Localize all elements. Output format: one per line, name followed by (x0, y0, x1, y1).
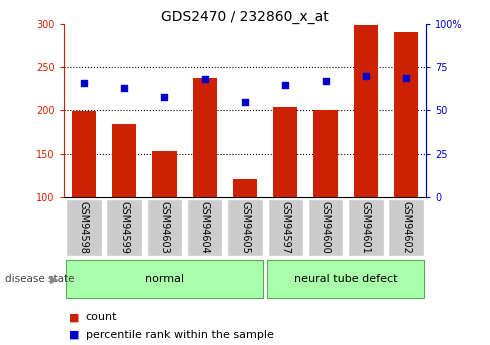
Point (80, 80, 88, 86)
Bar (233, 179, 257, 197)
Bar (354, 25, 378, 197)
Bar (193, 79, 217, 197)
Text: GSM94599: GSM94599 (119, 201, 129, 254)
Text: percentile rank within the sample: percentile rank within the sample (86, 330, 273, 339)
FancyBboxPatch shape (66, 260, 263, 298)
FancyBboxPatch shape (187, 199, 222, 256)
Text: GSM94604: GSM94604 (200, 201, 210, 254)
Bar (394, 32, 418, 197)
Text: GSM94600: GSM94600 (320, 201, 331, 254)
FancyBboxPatch shape (66, 199, 101, 256)
FancyBboxPatch shape (389, 199, 424, 256)
Bar (152, 151, 176, 197)
Point (201, 77, 209, 82)
Text: GDS2470 / 232860_x_at: GDS2470 / 232860_x_at (161, 10, 329, 24)
FancyBboxPatch shape (267, 260, 424, 298)
FancyBboxPatch shape (308, 199, 343, 256)
Point (241, 99, 249, 105)
Bar (273, 107, 297, 197)
Point (402, 75, 410, 80)
Text: GSM94602: GSM94602 (401, 201, 411, 254)
Point (281, 82, 289, 87)
Text: count: count (86, 313, 117, 322)
FancyBboxPatch shape (268, 199, 303, 256)
Text: ■: ■ (69, 330, 79, 339)
FancyBboxPatch shape (106, 199, 142, 256)
FancyBboxPatch shape (147, 199, 182, 256)
Bar (72, 111, 96, 197)
Text: ▶: ▶ (50, 275, 59, 284)
Text: GSM94601: GSM94601 (361, 201, 371, 254)
Text: GSM94597: GSM94597 (280, 201, 290, 254)
Text: normal: normal (145, 275, 184, 284)
Point (120, 85, 128, 91)
Bar (112, 124, 136, 197)
Text: disease state: disease state (5, 275, 74, 284)
Text: GSM94603: GSM94603 (159, 201, 170, 254)
FancyBboxPatch shape (227, 199, 263, 256)
Point (362, 73, 370, 79)
Point (321, 78, 329, 84)
Bar (314, 110, 338, 197)
Point (161, 94, 169, 99)
Text: ■: ■ (69, 313, 79, 322)
Text: neural tube defect: neural tube defect (294, 275, 397, 284)
FancyBboxPatch shape (348, 199, 384, 256)
Text: GSM94605: GSM94605 (240, 201, 250, 254)
Text: GSM94598: GSM94598 (79, 201, 89, 254)
